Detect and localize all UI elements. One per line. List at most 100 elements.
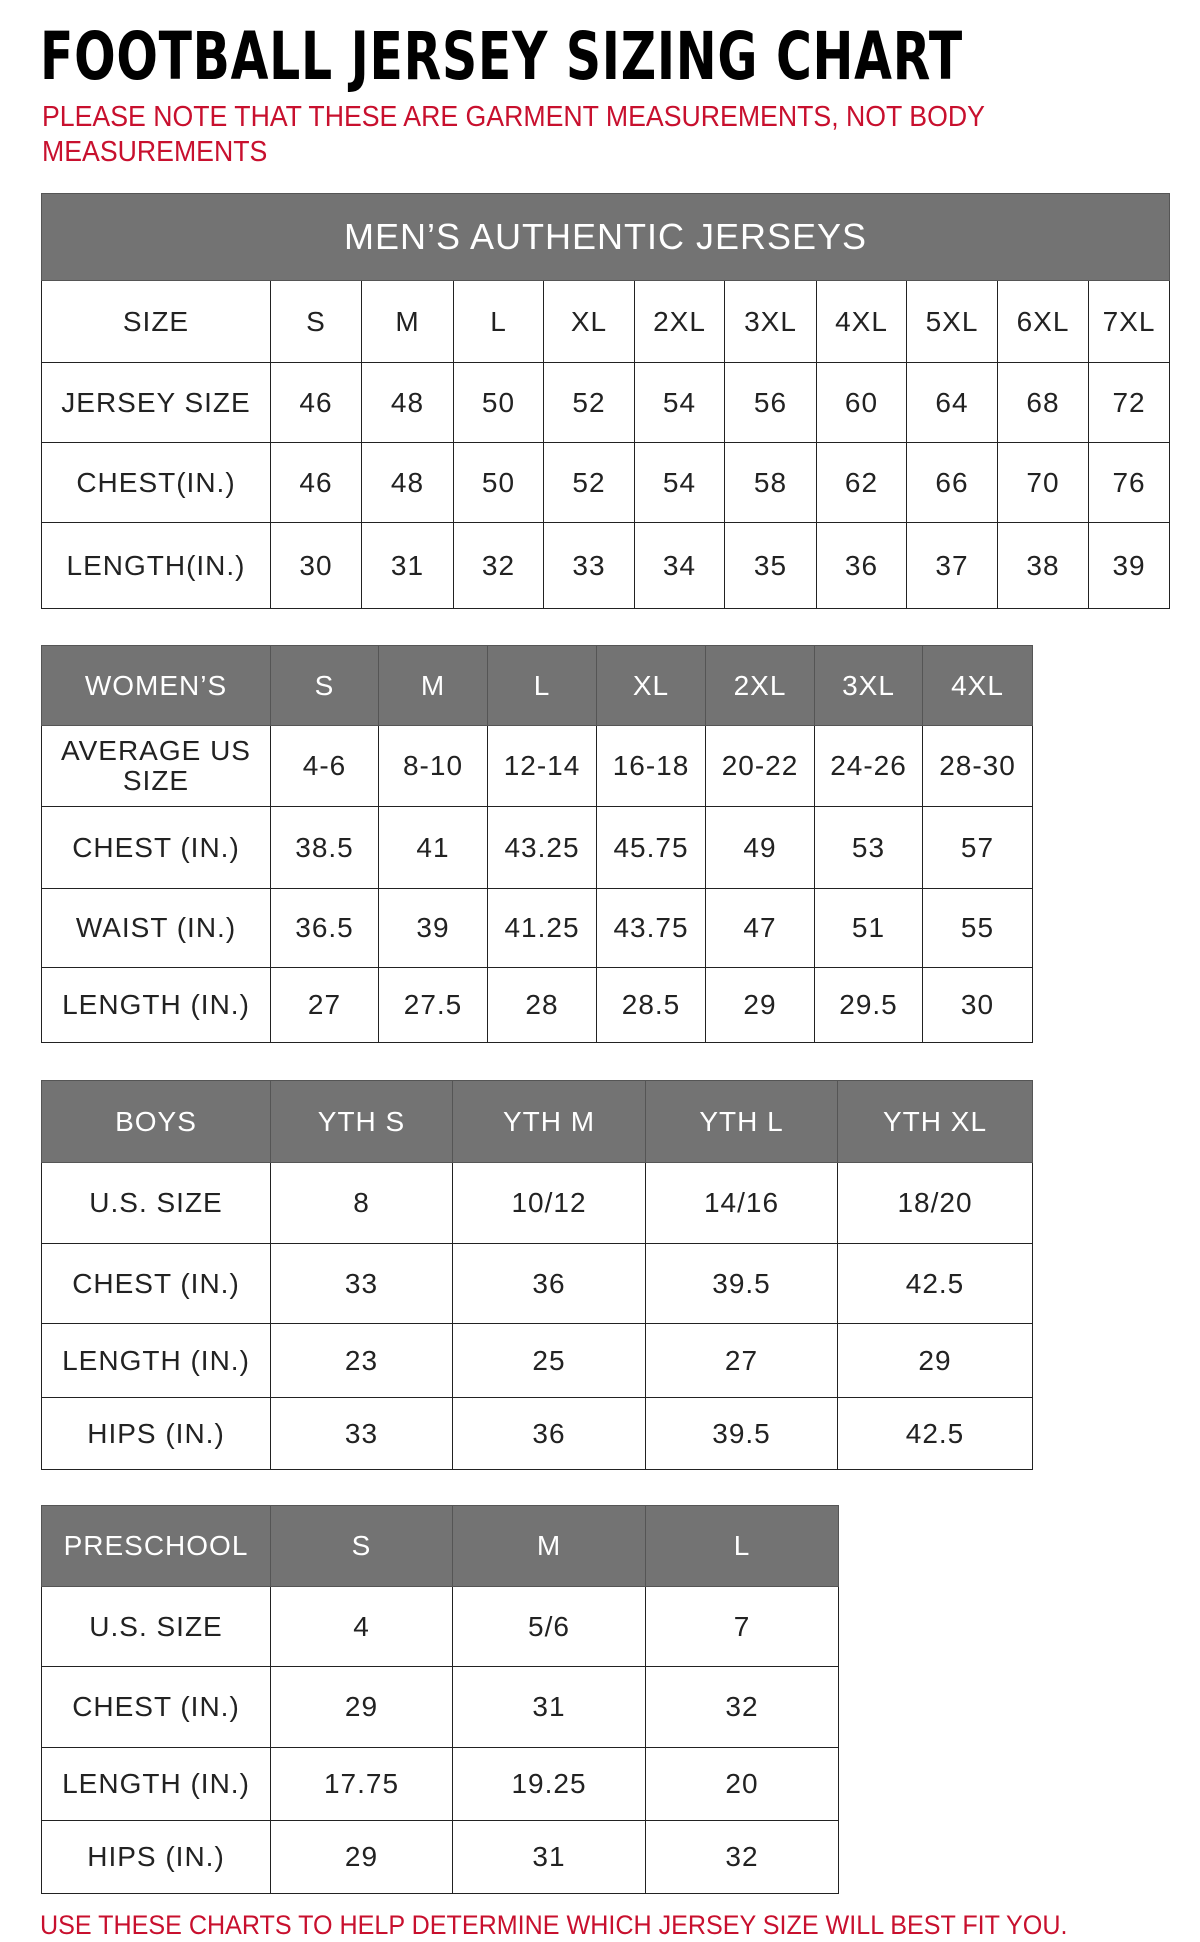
header-row: PRESCHOOL S M L	[41, 1505, 839, 1587]
cell: 68	[997, 362, 1089, 443]
cell: 76	[1087, 442, 1171, 523]
cell: 45.75	[596, 806, 706, 889]
cell: 29.5	[814, 967, 923, 1043]
row-label: CHEST (IN.)	[41, 1243, 271, 1324]
cell: 33	[270, 1243, 453, 1324]
cell: 27.5	[378, 967, 488, 1043]
preschool-table: PRESCHOOL S M L U.S. SIZE 4 5/6 7 CHEST (IN.) 29 3…	[41, 1505, 839, 1894]
table-row: CHEST (IN.) 38.5 41 43.25 45.75 49 53 57	[41, 806, 1033, 889]
cell: S	[270, 645, 379, 726]
cell: 33	[270, 1397, 453, 1470]
cell: 31	[452, 1666, 646, 1748]
cell: 56	[724, 362, 817, 443]
header-row: BOYS YTH S YTH M YTH L YTH XL	[41, 1080, 1033, 1163]
cell: 7XL	[1087, 280, 1171, 363]
cell: 32	[453, 522, 544, 609]
table-row: LENGTH(IN.) 30 31 32 33 34 35 36 37 38 39	[41, 522, 1171, 609]
cell: 20	[645, 1747, 839, 1821]
cell: 55	[922, 888, 1033, 968]
cell: 25	[452, 1323, 646, 1398]
cell: XL	[596, 645, 706, 726]
cell: 30	[270, 522, 362, 609]
cell: 5XL	[906, 280, 998, 363]
cell: 36	[452, 1243, 646, 1324]
cell: 51	[814, 888, 923, 968]
cell: 46	[270, 442, 362, 523]
cell: 32	[645, 1666, 839, 1748]
table-row: AVERAGE US SIZE 4-6 8-10 12-14 16-18 20-22 24-…	[41, 725, 1033, 807]
cell: 53	[814, 806, 923, 889]
cell: 29	[270, 1820, 453, 1894]
cell: 2XL	[705, 645, 815, 726]
row-label: CHEST (IN.)	[41, 806, 271, 889]
cell: 29	[705, 967, 815, 1043]
cell: 39.5	[645, 1243, 838, 1324]
row-label: HIPS (IN.)	[41, 1397, 271, 1470]
womens-table: WOMEN’S S M L XL 2XL 3XL 4XL AVERAGE US SIZE 4-6 8…	[41, 645, 1033, 1043]
row-label: AVERAGE US SIZE	[41, 725, 271, 807]
cell: YTH M	[452, 1080, 646, 1163]
cell: M	[378, 645, 488, 726]
cell: XL	[543, 280, 635, 363]
header-row: WOMEN’S S M L XL 2XL 3XL 4XL	[41, 645, 1033, 726]
cell: 28-30	[922, 725, 1033, 807]
row-label: WAIST (IN.)	[41, 888, 271, 968]
table-row: HIPS (IN.) 29 31 32	[41, 1820, 839, 1894]
boys-table: BOYS YTH S YTH M YTH L YTH XL U.S. SIZE 8 10/12…	[41, 1080, 1033, 1470]
table-row: LENGTH (IN.) 23 25 27 29	[41, 1323, 1033, 1398]
cell: 35	[724, 522, 817, 609]
cell: 46	[270, 362, 362, 443]
cell: YTH S	[270, 1080, 453, 1163]
cell: 4XL	[922, 645, 1033, 726]
cell: L	[453, 280, 544, 363]
cell: 39	[1087, 522, 1171, 609]
cell: 12-14	[487, 725, 597, 807]
row-label: LENGTH (IN.)	[41, 1323, 271, 1398]
cell: 4	[270, 1586, 453, 1667]
cell: YTH L	[645, 1080, 838, 1163]
cell: 32	[645, 1820, 839, 1894]
cell: S	[270, 1505, 453, 1587]
cell: 38.5	[270, 806, 379, 889]
cell: 52	[543, 442, 635, 523]
cell: 33	[543, 522, 635, 609]
footer-note: USE THESE CHARTS TO HELP DETERMINE WHICH…	[40, 1910, 1068, 1940]
table-row: HIPS (IN.) 33 36 39.5 42.5	[41, 1397, 1033, 1470]
page-title: FOOTBALL JERSEY SIZING CHART	[40, 18, 963, 95]
table-title: MEN’S AUTHENTIC JERSEYS	[40, 193, 1171, 281]
cell: 8-10	[378, 725, 488, 807]
cell: 60	[816, 362, 907, 443]
cell: 14/16	[645, 1162, 838, 1244]
cell: 38	[997, 522, 1089, 609]
cell: 57	[922, 806, 1033, 889]
garment-note: PLEASE NOTE THAT THESE ARE GARMENT MEASU…	[42, 101, 985, 168]
cell: L	[487, 645, 597, 726]
cell: M	[452, 1505, 646, 1587]
row-label: LENGTH(IN.)	[41, 522, 271, 609]
row-label: U.S. SIZE	[41, 1162, 271, 1244]
cell: 54	[634, 362, 725, 443]
cell: 43.25	[487, 806, 597, 889]
row-label: SIZE	[41, 280, 271, 363]
cell: 17.75	[270, 1747, 453, 1821]
cell: 48	[361, 362, 454, 443]
cell: 7	[645, 1586, 839, 1667]
table-row: U.S. SIZE 8 10/12 14/16 18/20	[41, 1162, 1033, 1244]
cell: 52	[543, 362, 635, 443]
cell: 58	[724, 442, 817, 523]
cell: 41	[378, 806, 488, 889]
cell: 18/20	[837, 1162, 1033, 1244]
row-label: CHEST (IN.)	[41, 1666, 271, 1748]
cell: 36	[816, 522, 907, 609]
cell: 24-26	[814, 725, 923, 807]
row-label: LENGTH (IN.)	[41, 967, 271, 1043]
cell: 48	[361, 442, 454, 523]
table-row: WAIST (IN.) 36.5 39 41.25 43.75 47 51 55	[41, 888, 1033, 968]
cell: 4XL	[816, 280, 907, 363]
cell: 30	[922, 967, 1033, 1043]
table-row: JERSEY SIZE 46 48 50 52 54 56 60 64 68 72	[41, 362, 1171, 443]
cell: 28.5	[596, 967, 706, 1043]
table-row: CHEST(IN.) 46 48 50 52 54 58 62 66 70 76	[41, 442, 1171, 523]
cell: 31	[452, 1820, 646, 1894]
cell: 42.5	[837, 1397, 1033, 1470]
